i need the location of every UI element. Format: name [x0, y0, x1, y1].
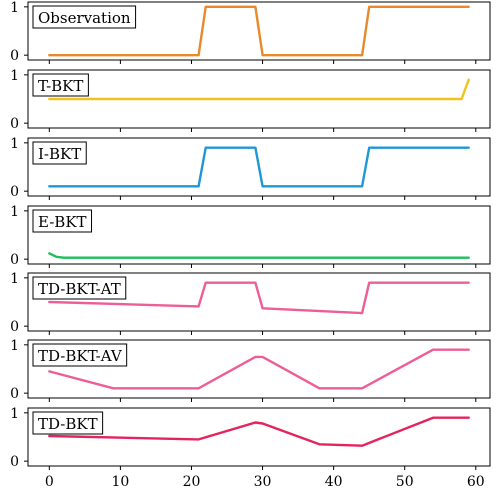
panel-title-box — [32, 141, 87, 165]
panel-title-box — [32, 5, 137, 29]
panel-title: TD-BKT-AT — [38, 280, 121, 298]
panel-title-box — [32, 73, 89, 97]
x-tick-label: 50 — [396, 474, 414, 490]
panel-title: TD-BKT-AV — [38, 347, 123, 365]
y-tick-label: 0 — [10, 116, 19, 132]
y-tick-label: 0 — [10, 319, 19, 335]
panel-frame — [27, 272, 491, 332]
y-tick-label: 1 — [10, 338, 19, 354]
series-line-e-bkt — [48, 252, 470, 259]
panel-6: 0 1 TD-BKT — [10, 406, 491, 470]
x-tick-label: 0 — [45, 474, 54, 490]
series-line-td-bkt — [48, 416, 470, 447]
x-tick-label: 10 — [111, 474, 129, 490]
panel-frame — [27, 339, 491, 399]
panel-title-box — [32, 209, 93, 233]
panel-frame — [27, 137, 491, 197]
y-tick-label: 1 — [10, 204, 19, 220]
x-tick-label: 30 — [254, 474, 272, 490]
y-tick-label: 0 — [10, 386, 19, 402]
y-tick-label: 1 — [10, 0, 19, 16]
y-tick-label: 1 — [10, 136, 19, 152]
y-tick-label: 0 — [10, 252, 19, 268]
y-tick-label: 0 — [10, 48, 19, 64]
x-tick-label: 40 — [325, 474, 343, 490]
panel-5: 0 1 TD-BKT-AV — [10, 338, 491, 402]
panel-0: 0 1 Observation — [10, 0, 491, 64]
y-tick-label: 1 — [10, 406, 19, 422]
panel-title: Observation — [38, 9, 131, 27]
panel-title-box — [32, 411, 104, 435]
x-tick-label: 60 — [467, 474, 485, 490]
panel-1: 0 1 T-BKT — [10, 68, 491, 132]
panel-title: I-BKT — [38, 145, 81, 163]
panel-title: TD-BKT — [38, 415, 98, 433]
panel-2: 0 1 I-BKT — [10, 136, 491, 200]
y-tick-label: 1 — [10, 271, 19, 287]
series-line-t-bkt — [48, 78, 470, 101]
panel-4: 0 1 TD-BKT-AT — [10, 271, 491, 335]
panel-title-box — [32, 343, 128, 367]
x-tick-label: 20 — [183, 474, 201, 490]
series-line-i-bkt — [48, 146, 470, 188]
y-tick-label: 1 — [10, 68, 19, 84]
panel-frame — [27, 407, 491, 467]
panel-title: E-BKT — [38, 213, 87, 231]
y-tick-label: 0 — [10, 454, 19, 470]
y-tick-label: 0 — [10, 184, 19, 200]
panel-title-box — [32, 276, 127, 300]
series-line-td-bkt-av — [48, 348, 470, 390]
panel-frame — [27, 69, 491, 129]
series-line-observation — [48, 5, 470, 57]
panel-frame — [27, 205, 491, 265]
series-line-td-bkt-at — [48, 281, 470, 315]
panel-3: 0 1 E-BKT — [10, 204, 491, 268]
panel-frame — [27, 1, 491, 61]
panel-title: T-BKT — [38, 77, 83, 95]
